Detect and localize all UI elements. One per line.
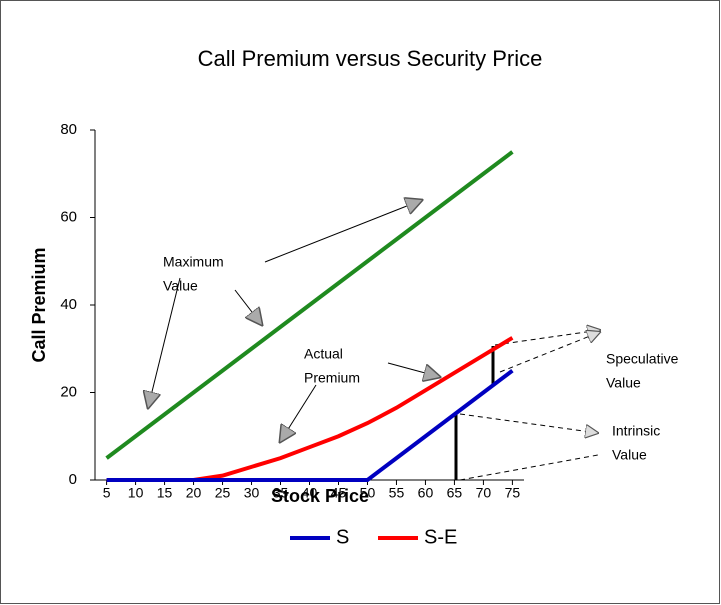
x-tick-label: 50 — [360, 485, 376, 501]
arrow — [234, 289, 262, 325]
annotation: Intrinsic — [612, 423, 660, 439]
x-tick-label: 70 — [476, 485, 492, 501]
chart-title: Call Premium versus Security Price — [198, 46, 543, 71]
line-series — [105, 150, 514, 460]
y-tick-label: 40 — [60, 296, 77, 313]
annotation: Value — [612, 447, 647, 463]
x-tick-label: 65 — [447, 485, 463, 501]
annotation: Speculative — [606, 351, 679, 367]
arrow — [387, 362, 440, 377]
x-tick-label: 15 — [157, 485, 173, 501]
legend-label: S-E — [424, 526, 457, 548]
x-tick-label: 30 — [244, 485, 260, 501]
annotation: Value — [163, 278, 198, 294]
annotations: Maximum Value Actual Premium Speculative Valu… — [148, 200, 679, 481]
annotation: Maximum — [163, 254, 224, 270]
y-tick-label: 60 — [60, 208, 77, 225]
legend-label: S — [336, 526, 349, 548]
x-tick-label: 40 — [302, 485, 318, 501]
annotation: Premium — [304, 370, 360, 386]
y-tick-label: 80 — [60, 121, 77, 138]
x-tick-label: 75 — [505, 485, 521, 501]
line-series — [106, 369, 514, 482]
arrow — [280, 384, 317, 442]
y-axis-label: Call Premium — [29, 247, 49, 362]
arrow — [264, 200, 422, 263]
x-tick-label: 5 — [103, 485, 111, 501]
y-tick-label: 0 — [69, 471, 77, 488]
arrow — [148, 277, 181, 408]
x-tick-label: 25 — [215, 485, 231, 501]
x-axis-label: Stock Price — [271, 486, 369, 506]
x-tick-label: 35 — [273, 485, 289, 501]
y-tick-label: 20 — [60, 383, 77, 400]
x-tick-label: 20 — [186, 485, 202, 501]
annotation: Value — [606, 375, 641, 391]
annotation: Actual — [304, 346, 343, 362]
x-tick-label: 60 — [418, 485, 434, 501]
x-tick-label: 45 — [331, 485, 347, 501]
x-tick-label: 55 — [389, 485, 405, 501]
x-tick-label: 10 — [128, 485, 144, 501]
